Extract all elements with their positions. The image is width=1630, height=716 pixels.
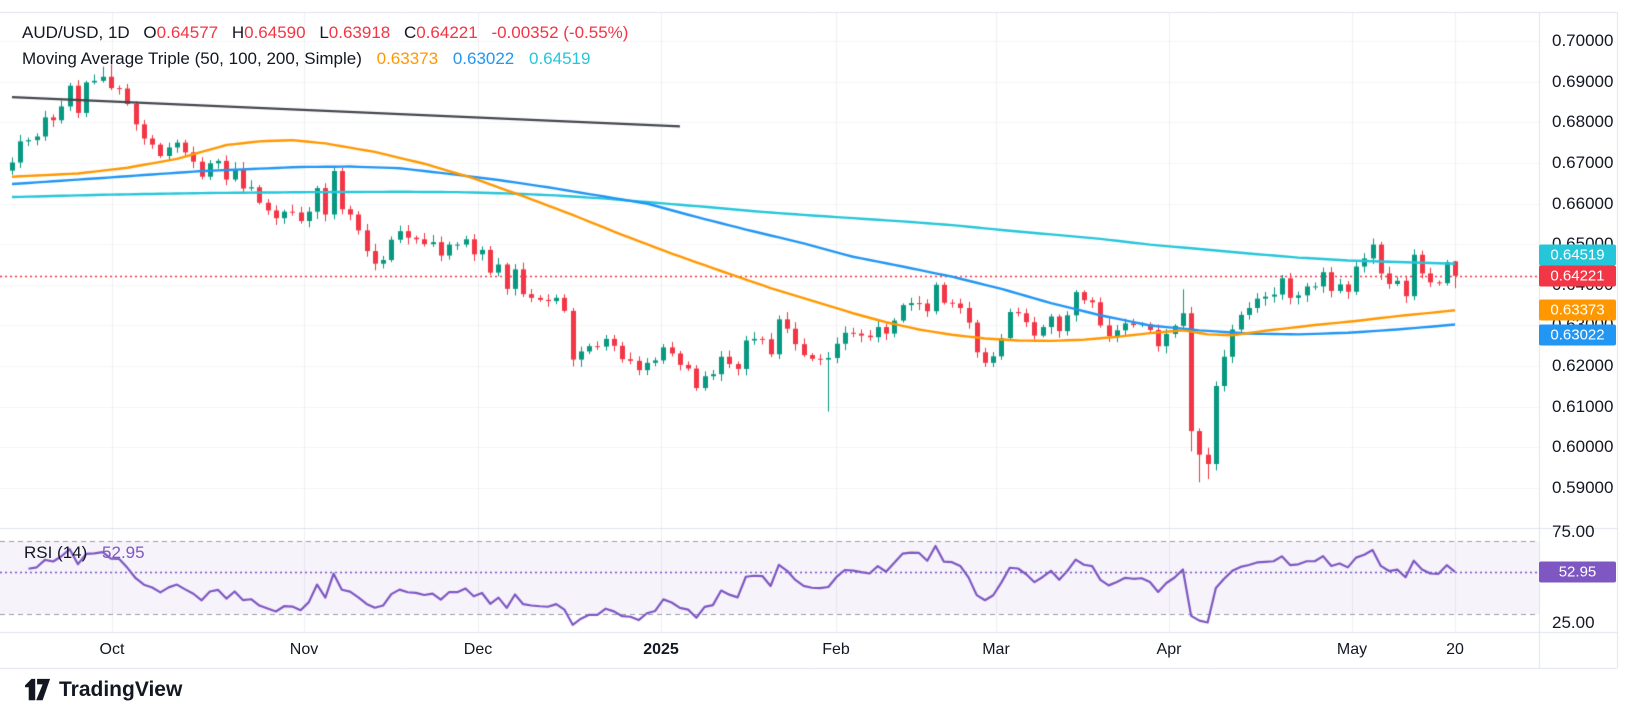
symbol-legend-row: AUD/USD, 1D O0.64577 H0.64590 L0.63918 C… (22, 20, 628, 46)
sma200-value: 0.64519 (529, 49, 591, 68)
tradingview-brand-text: TradingView (59, 678, 183, 701)
indicator-legend-row: Moving Average Triple (50, 100, 200, Sim… (22, 46, 628, 72)
sma100-value: 0.63022 (452, 49, 515, 68)
chart-legend: AUD/USD, 1D O0.64577 H0.64590 L0.63918 C… (22, 20, 628, 72)
price-tick-label: 0.61000 (1552, 396, 1614, 416)
price-badge: 0.63022 (1539, 324, 1616, 346)
time-tick-label: Nov (289, 641, 319, 658)
high-value: 0.64590 (244, 23, 306, 42)
time-tick-label: 20 (1446, 641, 1464, 658)
rsi-legend: RSI (14) 52.95 (24, 543, 145, 563)
time-tick-label: Feb (822, 641, 850, 658)
time-tick-label: 2025 (643, 641, 679, 658)
time-tick-label: Dec (463, 641, 493, 658)
indicator-name[interactable]: Moving Average Triple (50, 100, 200, Sim… (22, 49, 362, 68)
sma50-value: 0.63373 (376, 49, 439, 68)
price-badge: 0.64519 (1539, 244, 1616, 266)
rsi-tick-label: 25.00 (1552, 613, 1595, 632)
price-tick-label: 0.67000 (1552, 152, 1614, 172)
time-tick-label: Apr (1156, 641, 1182, 658)
low-value: 0.63918 (328, 23, 391, 42)
price-badge: 0.63373 (1539, 299, 1616, 321)
price-tick-label: 0.68000 (1552, 112, 1614, 132)
rsi-indicator-name[interactable]: RSI (14) (24, 543, 88, 562)
close-value: 0.64221 (416, 23, 478, 42)
high-label: H (231, 23, 245, 42)
change-value: -0.00352 (-0.55%) (491, 23, 629, 42)
low-label: L (319, 23, 329, 42)
close-label: C (403, 23, 417, 42)
price-tick-label: 0.62000 (1552, 356, 1614, 376)
open-label: O (143, 23, 157, 42)
price-tick-label: 0.59000 (1552, 478, 1614, 497)
time-tick-label: Oct (99, 641, 125, 658)
price-tick-label: 0.69000 (1552, 71, 1614, 91)
rsi-badge: 52.95 (1539, 561, 1616, 583)
open-value: 0.64577 (156, 23, 219, 42)
time-tick-label: Mar (982, 641, 1010, 658)
price-tick-label: 0.60000 (1552, 437, 1614, 457)
tradingview-logo[interactable]: TradingView (25, 678, 182, 702)
tradingview-logomark (25, 678, 51, 701)
rsi-tick-label: 75.00 (1552, 522, 1595, 541)
time-tick-label: May (1336, 641, 1368, 658)
price-tick-label: 0.70000 (1552, 31, 1614, 50)
rsi-current-value: 52.95 (102, 543, 145, 562)
price-badge: 0.64221 (1539, 265, 1616, 287)
symbol-title[interactable]: AUD/USD, 1D (22, 23, 130, 42)
price-tick-label: 0.66000 (1552, 193, 1614, 213)
